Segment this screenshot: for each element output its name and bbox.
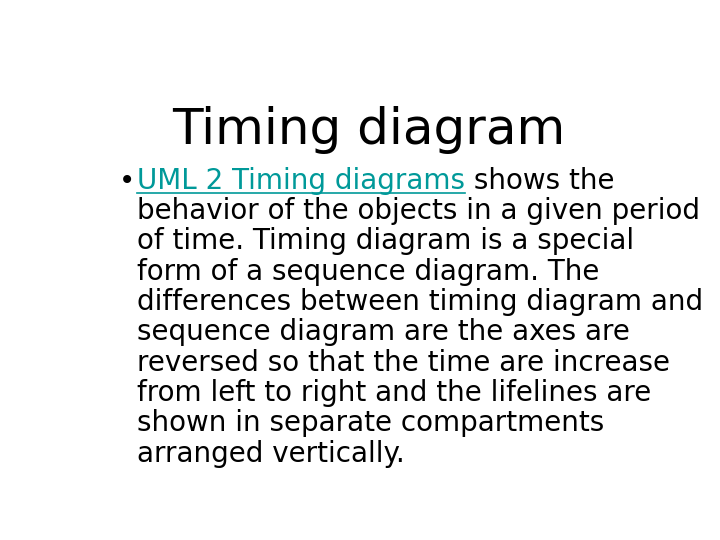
Text: reversed so that the time are increase: reversed so that the time are increase	[138, 349, 670, 377]
Text: behavior of the objects in a given period: behavior of the objects in a given perio…	[138, 197, 701, 225]
Text: shows the: shows the	[465, 167, 615, 195]
Text: differences between timing diagram and: differences between timing diagram and	[138, 288, 703, 316]
Text: of time. Timing diagram is a special: of time. Timing diagram is a special	[138, 227, 634, 255]
Text: arranged vertically.: arranged vertically.	[138, 440, 405, 468]
Text: shown in separate compartments: shown in separate compartments	[138, 409, 605, 437]
Text: •: •	[119, 167, 135, 195]
Text: sequence diagram are the axes are: sequence diagram are the axes are	[138, 319, 630, 347]
Text: Timing diagram: Timing diagram	[172, 106, 566, 154]
Text: form of a sequence diagram. The: form of a sequence diagram. The	[138, 258, 600, 286]
Text: UML 2 Timing diagrams: UML 2 Timing diagrams	[138, 167, 465, 195]
Text: from left to right and the lifelines are: from left to right and the lifelines are	[138, 379, 652, 407]
